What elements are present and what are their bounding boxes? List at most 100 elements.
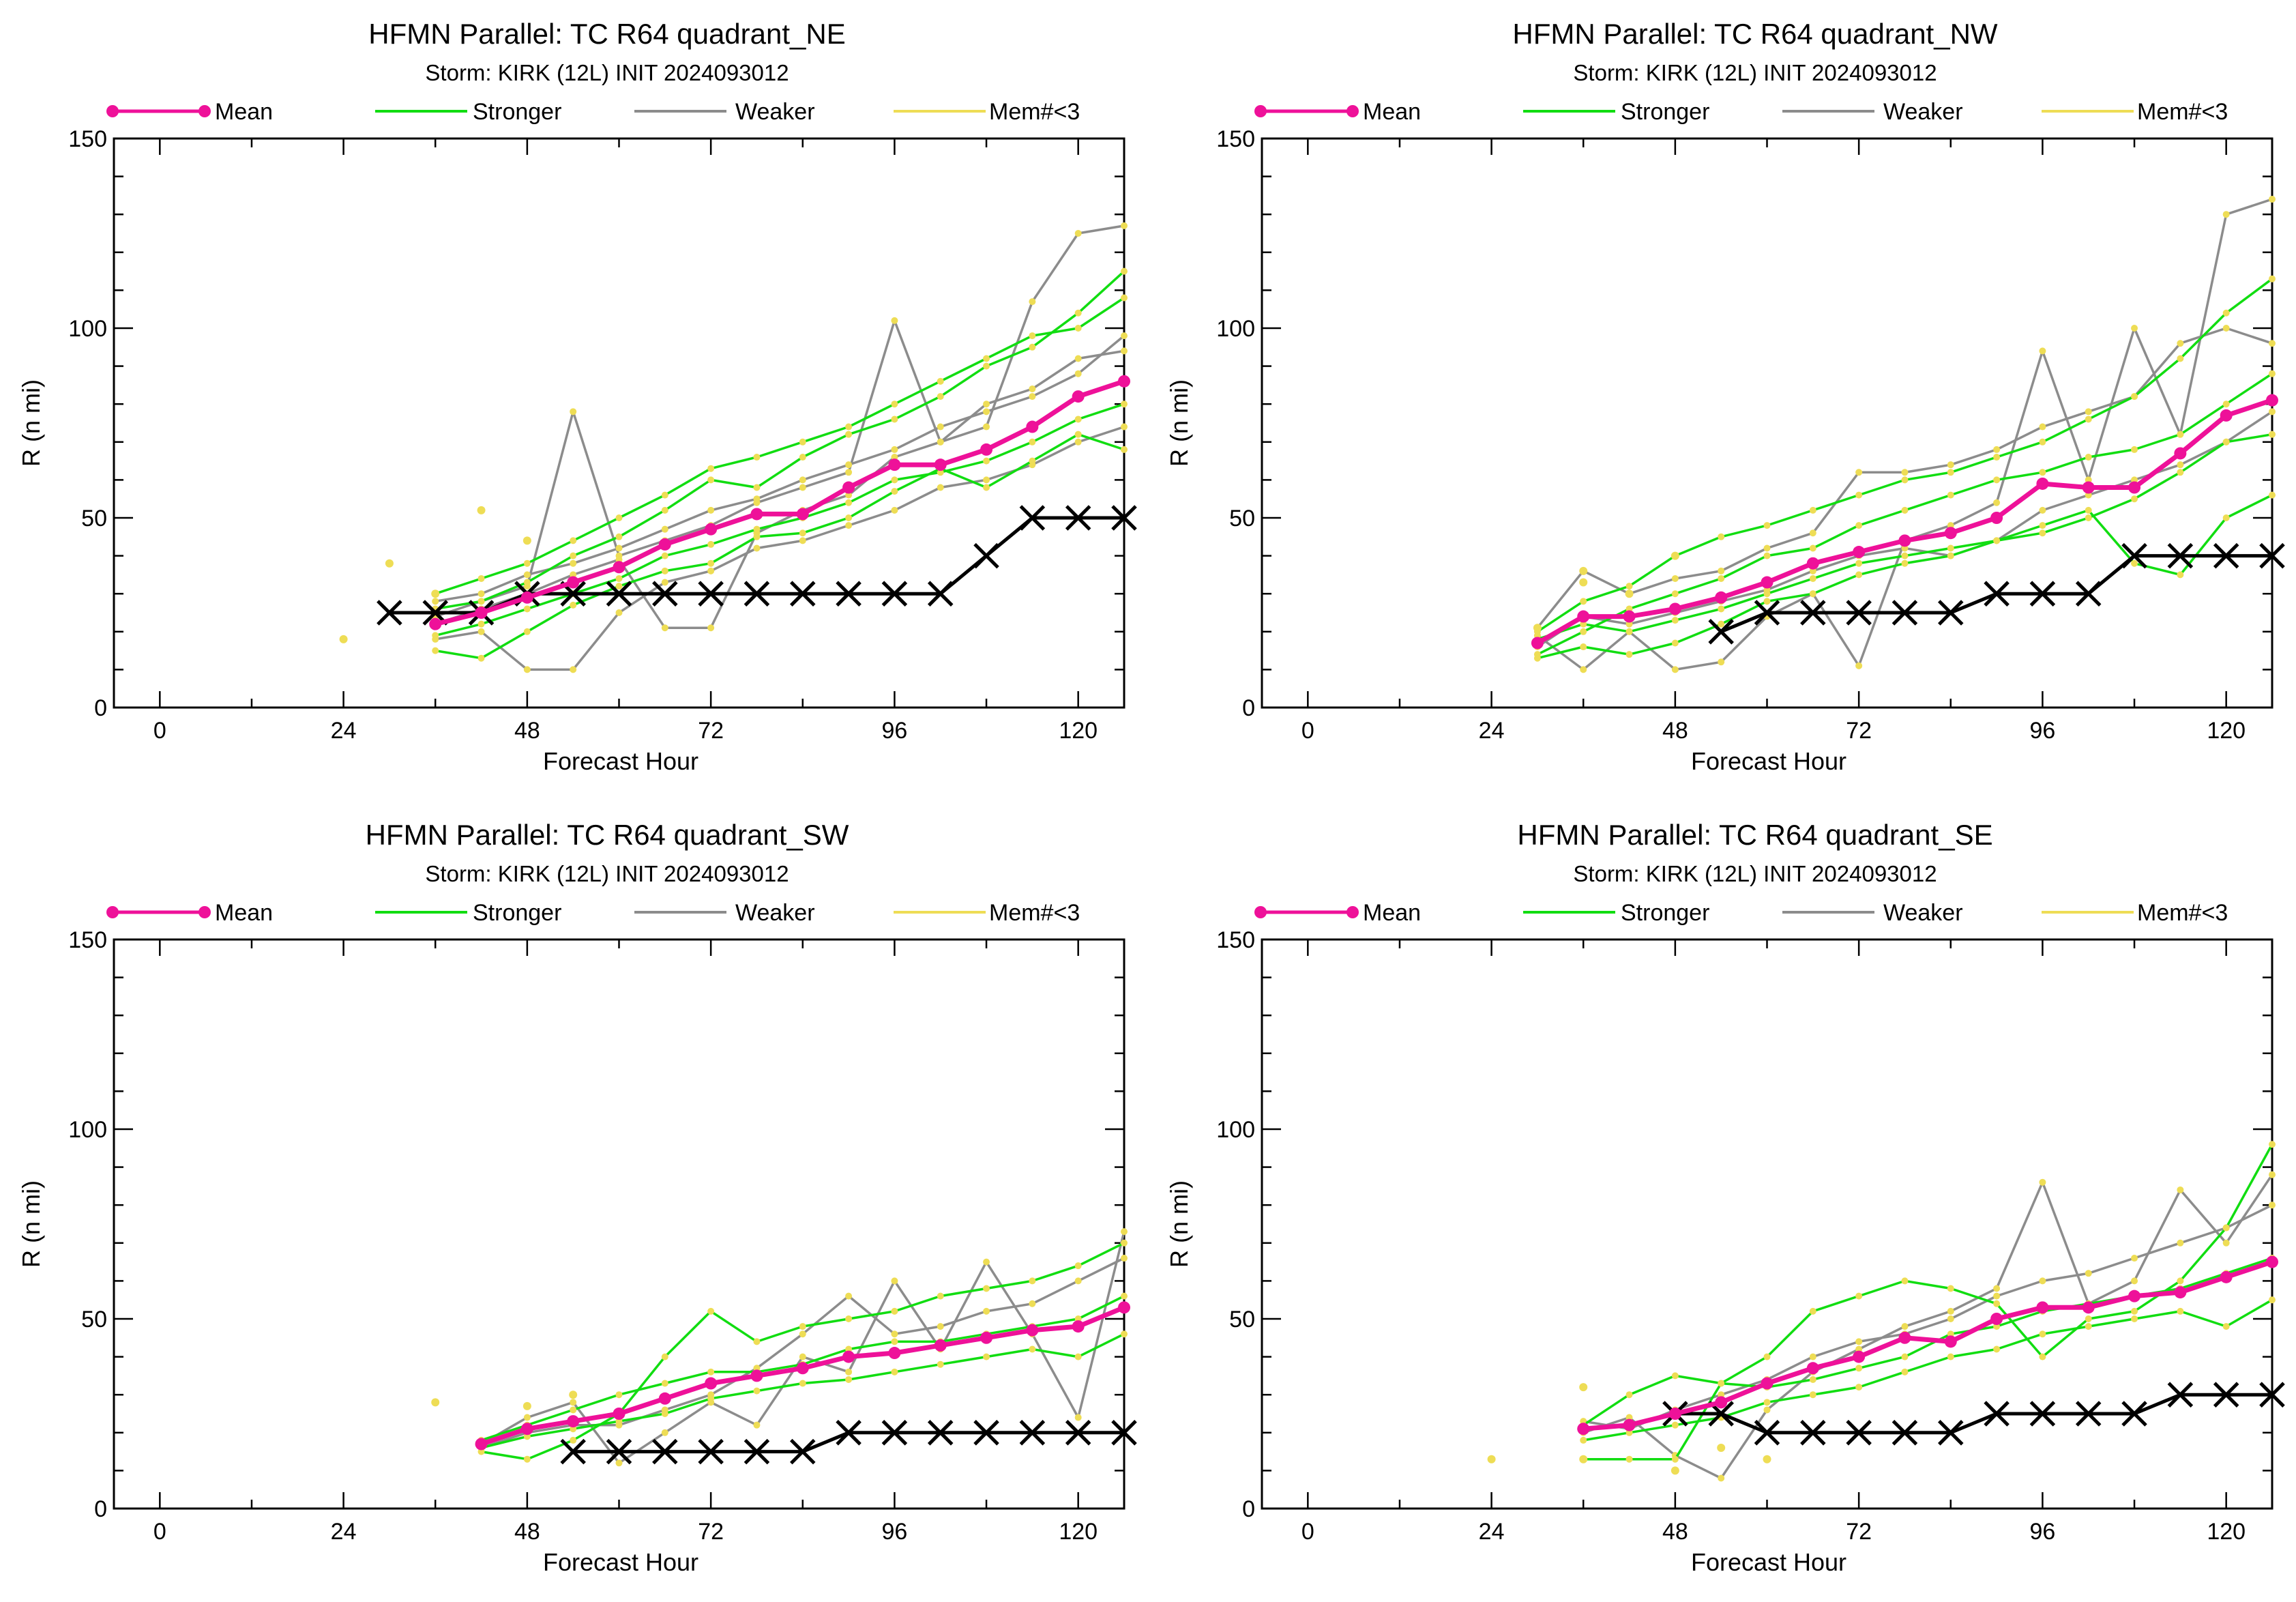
member-point	[1901, 506, 1909, 514]
mean-point	[1072, 390, 1085, 403]
x-axis-label: Forecast Hour	[1691, 747, 1846, 775]
weaker-member-line	[1583, 1204, 2273, 1430]
mean-point	[750, 1369, 763, 1382]
legend-stronger-label: Stronger	[473, 99, 561, 125]
mean-line	[1536, 398, 2273, 645]
member-point	[570, 552, 577, 559]
best-track-marker	[2167, 542, 2194, 569]
member-point	[2039, 469, 2046, 476]
x-axis-label: Forecast Hour	[543, 1548, 698, 1576]
chart-svg: HFMN Parallel: TC R64 quadrant_SE Storm:…	[1165, 819, 2285, 1576]
best-track-marker	[652, 581, 678, 607]
mean-point	[1668, 602, 1681, 615]
mean-point	[1990, 1313, 2003, 1325]
mean-point	[796, 508, 809, 521]
member-point	[1121, 1239, 1128, 1247]
mem-lt3-point	[1579, 566, 1588, 575]
member-point	[1074, 370, 1082, 377]
member-point	[1809, 1375, 1816, 1383]
mean-point	[1761, 576, 1773, 589]
member-point	[983, 1353, 990, 1360]
mean-point	[658, 1392, 671, 1405]
best-track-marker	[1019, 1420, 1046, 1446]
mean-point	[613, 1408, 625, 1420]
member-point	[661, 567, 668, 574]
mean-point	[1072, 1320, 1085, 1333]
member-point	[1718, 1474, 1725, 1482]
member-point	[799, 484, 806, 491]
legend-mean-dot	[106, 906, 119, 918]
member-point	[2039, 529, 2046, 537]
member-point	[1625, 628, 1633, 635]
member-point	[615, 1459, 623, 1467]
y-axis-label: R (n mi)	[17, 1180, 45, 1268]
member-point	[2222, 1224, 2230, 1232]
best-track-marker	[2075, 581, 2102, 607]
legend-stronger-label: Stronger	[1621, 900, 1709, 926]
member-point	[1763, 1406, 1771, 1414]
member-point	[845, 423, 853, 431]
chart-legend: Mean Stronger Weaker Mem#<3	[1254, 900, 2228, 926]
member-point	[432, 598, 439, 605]
member-point	[661, 624, 668, 632]
member-point	[1993, 1345, 2001, 1353]
member-point	[1901, 469, 1909, 476]
mean-point	[1026, 1324, 1039, 1337]
legend-weaker-label: Weaker	[1883, 99, 1963, 125]
member-point	[1533, 651, 1541, 658]
member-point	[983, 1307, 990, 1315]
member-point	[1671, 1455, 1679, 1463]
member-point	[1718, 658, 1725, 666]
mean-point	[1761, 1377, 1773, 1390]
best-track-marker	[1019, 505, 1046, 531]
member-point	[845, 1368, 853, 1375]
y-tick-label: 0	[94, 695, 107, 721]
mean-point	[475, 1438, 488, 1451]
member-point	[1947, 469, 1954, 476]
best-track-line	[1675, 1393, 2272, 1435]
member-point	[1993, 454, 2001, 461]
legend-mean-dot	[198, 906, 211, 918]
chart-legend: Mean Stronger Weaker Mem#<3	[106, 99, 1080, 125]
member-point	[2039, 347, 2046, 355]
member-point	[707, 540, 715, 548]
y-tick-label: 50	[1229, 1307, 1255, 1332]
x-tick-label: 72	[1846, 718, 1872, 744]
member-point	[1855, 571, 1863, 579]
best-track-marker	[2075, 1401, 2102, 1427]
best-track-marker	[1846, 1420, 1872, 1446]
mean-point	[2036, 1301, 2049, 1314]
mean-point	[980, 1331, 993, 1344]
member-point	[2131, 559, 2138, 567]
member-point	[1947, 1353, 1954, 1360]
member-point	[2177, 469, 2184, 476]
x-tick-label: 72	[698, 1519, 724, 1545]
member-point	[753, 454, 761, 461]
member-point	[1625, 651, 1633, 658]
member-point	[845, 1375, 853, 1383]
x-tick-label: 96	[881, 718, 907, 744]
best-track-marker	[973, 1420, 999, 1446]
member-point	[2269, 1296, 2276, 1304]
x-tick-label: 0	[153, 1519, 166, 1545]
member-point	[2039, 1178, 2046, 1186]
member-point	[2222, 514, 2230, 521]
mean-point	[2220, 1270, 2233, 1283]
mem-lt3-point	[523, 1401, 531, 1410]
member-point	[1580, 643, 1587, 651]
member-point	[1993, 1292, 2001, 1300]
mean-point	[2220, 409, 2233, 422]
mean-point	[1118, 375, 1130, 388]
x-tick-label: 72	[698, 718, 724, 744]
y-axis-label: R (n mi)	[1165, 1180, 1193, 1268]
member-point	[1074, 355, 1082, 362]
member-point	[1029, 393, 1036, 400]
member-point	[1580, 628, 1587, 635]
stronger-member-line	[1536, 278, 2273, 633]
x-tick-label: 48	[1662, 718, 1688, 744]
legend-stronger-label: Stronger	[1621, 99, 1709, 125]
member-point	[2131, 1315, 2138, 1322]
best-track-marker	[744, 581, 770, 607]
member-point	[1074, 230, 1082, 237]
member-point	[432, 647, 439, 654]
